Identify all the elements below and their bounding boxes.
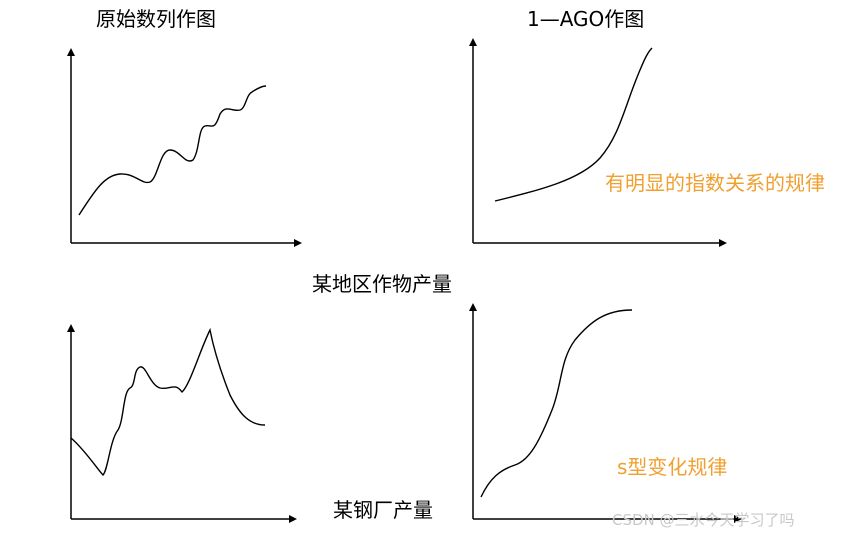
curve xyxy=(494,47,653,202)
panel-steel: 某钢厂产量 s型变化规律 xyxy=(333,303,742,523)
curve xyxy=(70,327,266,476)
curve xyxy=(78,85,267,216)
panel-title: 1—AGO作图 xyxy=(527,7,644,31)
panel-note: s型变化规律 xyxy=(617,455,727,479)
panel-crop: 某地区作物产量 xyxy=(67,272,452,523)
watermark: CSDN @三水今天学习了吗 xyxy=(612,511,795,529)
panel-title: 原始数列作图 xyxy=(96,7,216,31)
panel-note: 有明显的指数关系的规律 xyxy=(605,171,825,195)
curve xyxy=(480,309,633,498)
panel-title: 某钢厂产量 xyxy=(333,498,433,522)
panel-ago: 1—AGO作图 有明显的指数关系的规律 xyxy=(469,7,825,247)
panel-title: 某地区作物产量 xyxy=(312,272,452,296)
panel-original: 原始数列作图 xyxy=(67,7,302,247)
